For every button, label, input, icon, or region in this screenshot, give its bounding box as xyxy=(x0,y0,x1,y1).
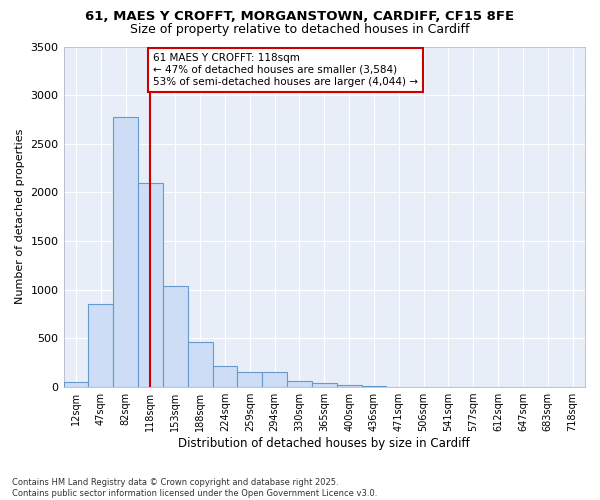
Bar xyxy=(312,382,337,387)
Bar xyxy=(88,304,113,387)
Text: Size of property relative to detached houses in Cardiff: Size of property relative to detached ho… xyxy=(130,22,470,36)
Text: 61, MAES Y CROFFT, MORGANSTOWN, CARDIFF, CF15 8FE: 61, MAES Y CROFFT, MORGANSTOWN, CARDIFF,… xyxy=(85,10,515,23)
Bar xyxy=(188,342,212,387)
Text: 61 MAES Y CROFFT: 118sqm
← 47% of detached houses are smaller (3,584)
53% of sem: 61 MAES Y CROFFT: 118sqm ← 47% of detach… xyxy=(153,54,418,86)
Bar xyxy=(64,382,88,387)
Bar xyxy=(337,384,362,387)
Y-axis label: Number of detached properties: Number of detached properties xyxy=(15,129,25,304)
Bar xyxy=(262,372,287,387)
Bar xyxy=(238,372,262,387)
Bar xyxy=(138,182,163,387)
Bar xyxy=(113,116,138,387)
Bar xyxy=(362,386,386,387)
Text: Contains HM Land Registry data © Crown copyright and database right 2025.
Contai: Contains HM Land Registry data © Crown c… xyxy=(12,478,377,498)
X-axis label: Distribution of detached houses by size in Cardiff: Distribution of detached houses by size … xyxy=(178,437,470,450)
Bar xyxy=(212,366,238,387)
Bar xyxy=(163,286,188,387)
Bar xyxy=(287,381,312,387)
